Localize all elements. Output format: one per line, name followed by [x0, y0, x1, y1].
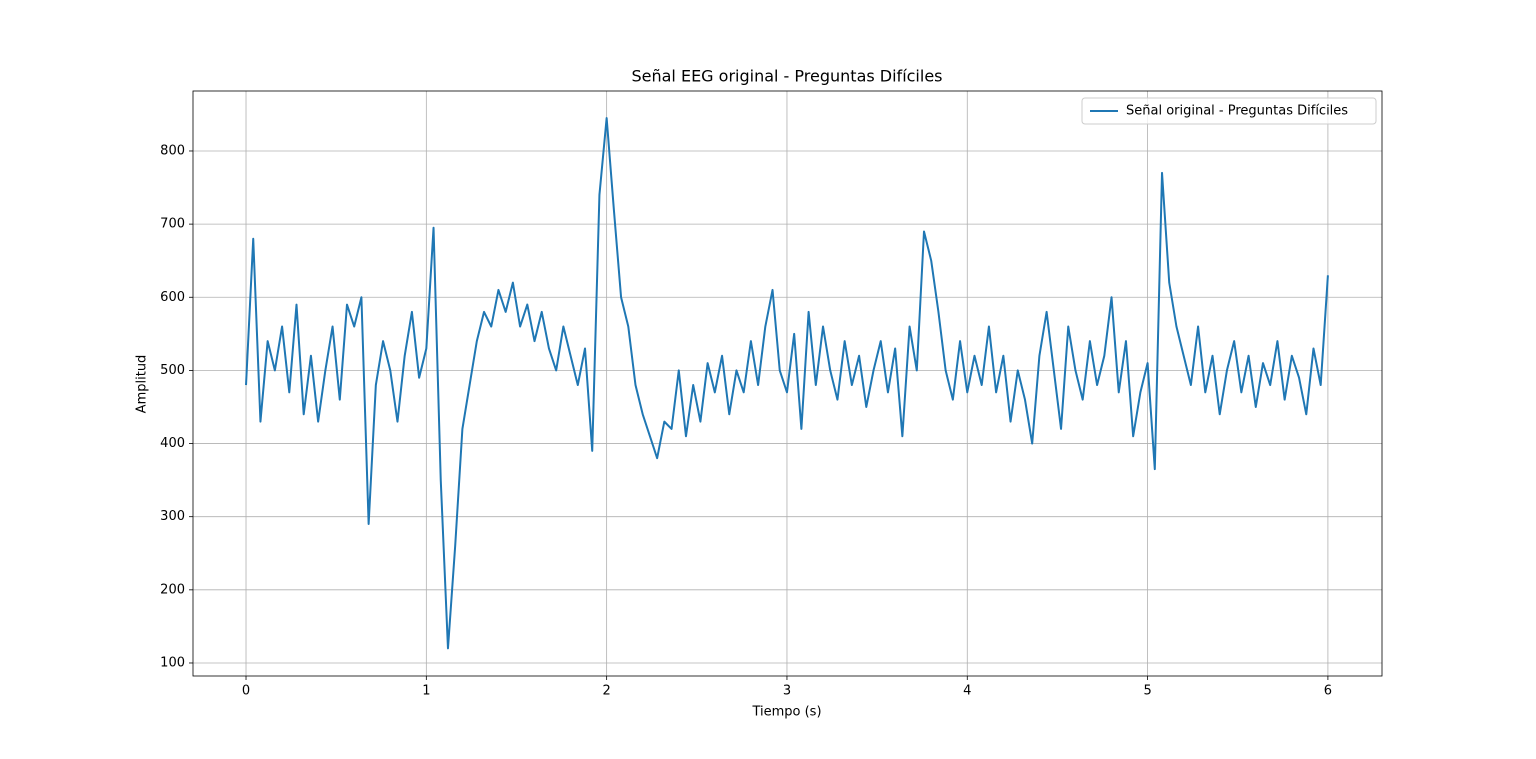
x-tick-label: 1 — [422, 684, 430, 699]
y-axis-label: Amplitud — [135, 355, 150, 414]
y-tick-label: 300 — [160, 509, 185, 524]
y-tick-label: 400 — [160, 436, 185, 451]
y-tick-label: 700 — [160, 217, 185, 232]
y-tick-label: 800 — [160, 143, 185, 158]
plot-frame — [192, 90, 1383, 677]
legend-box — [1081, 97, 1377, 125]
legend-label: Señal original - Preguntas Difíciles — [1126, 104, 1348, 119]
x-tick-label: 2 — [603, 684, 611, 699]
x-axis-label: Tiempo (s) — [751, 705, 821, 720]
chart-title: Señal EEG original - Preguntas Difíciles — [631, 67, 942, 86]
x-tick-label: 4 — [963, 684, 971, 699]
x-tick-label: 6 — [1324, 684, 1332, 699]
x-tick-label: 0 — [242, 684, 250, 699]
y-tick-label: 500 — [160, 363, 185, 378]
y-tick-label: 200 — [160, 582, 185, 597]
data-line — [245, 117, 1329, 650]
x-tick-label: 5 — [1143, 684, 1151, 699]
y-tick-label: 600 — [160, 290, 185, 305]
x-tick-label: 3 — [783, 684, 791, 699]
y-tick-label: 100 — [160, 655, 185, 670]
